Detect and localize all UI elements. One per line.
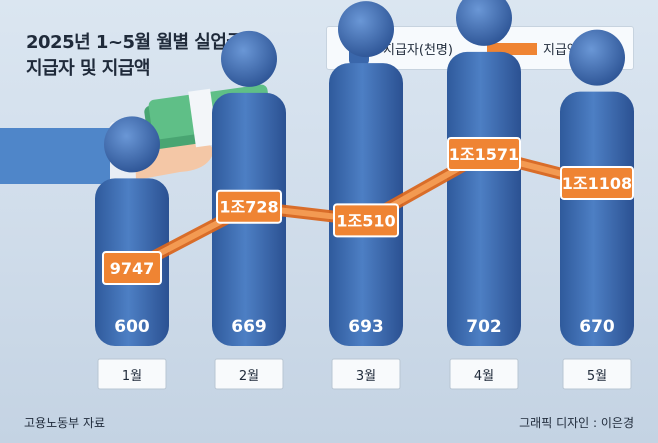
person-head (338, 1, 394, 58)
month-label-box (449, 358, 519, 390)
source-note: 고용노동부 자료 (24, 416, 106, 430)
amount-value-label: 1조728 (219, 198, 278, 217)
amount-point (333, 203, 399, 238)
chart-title-line2: 지급자 및 지급액 (26, 58, 150, 79)
recipient-bar (560, 91, 634, 346)
amount-point (560, 165, 634, 200)
amount-point (447, 137, 521, 171)
person-head (569, 29, 625, 86)
design-credit: 그래픽 디자인 : 이은경 (519, 416, 634, 430)
month-tick-label: 1월 (122, 369, 142, 384)
amount-value-label: 9747 (110, 259, 155, 278)
month-tick-label: 4월 (474, 369, 494, 384)
amount-point (102, 251, 162, 285)
amount-value-label: 1조510 (336, 211, 395, 230)
month-label-box (562, 358, 632, 390)
month-tick-label: 3월 (356, 369, 376, 384)
recipient-value-label: 600 (114, 317, 150, 337)
amount-point (216, 189, 282, 224)
amount-value-label: 1조1571 (449, 145, 519, 164)
month-label-box (97, 358, 167, 390)
month-label-box (214, 358, 284, 390)
month-tick-label: 2월 (239, 369, 259, 384)
recipient-value-label: 669 (231, 317, 267, 337)
person-head (104, 116, 160, 173)
person-head (456, 0, 512, 46)
recipient-bar (447, 51, 521, 347)
person-head (221, 30, 277, 87)
recipient-value-label: 693 (348, 317, 384, 337)
month-label-box (331, 358, 401, 390)
month-tick-label: 5월 (587, 369, 607, 384)
legend-recipients: 지급자(천명) (383, 43, 453, 58)
recipient-value-label: 702 (466, 317, 502, 337)
chart-title-line1: 2025년 1~5월 월별 실업급여 (26, 32, 259, 53)
amount-line-series: 9747 1조728 1조510 1조1571 1조1108 (102, 137, 634, 285)
amount-value-label: 1조1108 (562, 174, 632, 193)
month-axis: 1월 2월 3월 4월 5월 (97, 358, 632, 390)
recipient-value-label: 670 (579, 317, 615, 337)
